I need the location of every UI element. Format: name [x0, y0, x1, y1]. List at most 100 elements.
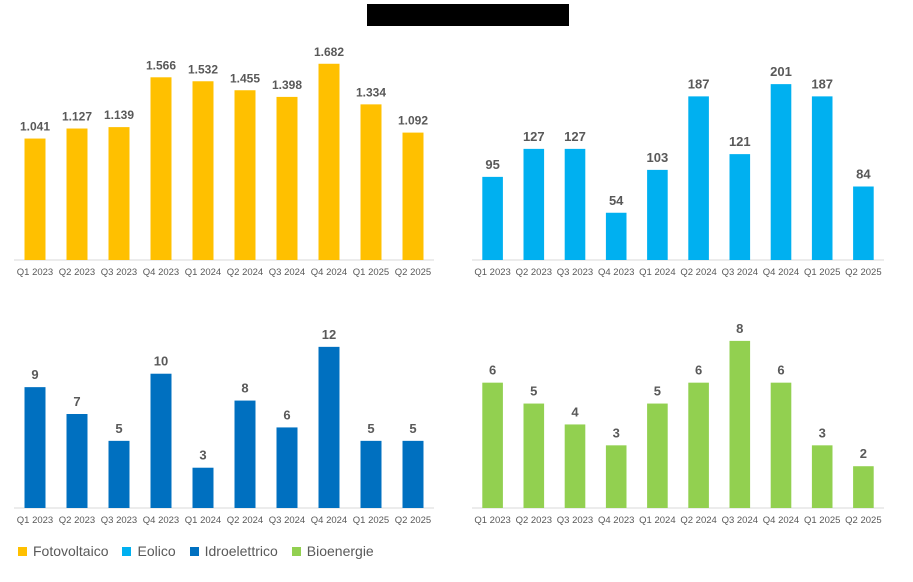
legend-item-eolico: Eolico [122, 543, 176, 559]
bar [729, 340, 751, 508]
data-label: 187 [688, 76, 710, 91]
x-tick-label: Q3 2023 [101, 515, 137, 526]
x-tick-label: Q4 2024 [311, 515, 347, 526]
data-label: 4 [571, 404, 579, 419]
x-tick-label: Q2 2023 [516, 267, 552, 278]
data-label: 6 [283, 407, 290, 422]
x-tick-label: Q3 2024 [722, 515, 758, 526]
bar [66, 128, 88, 260]
x-tick-label: Q4 2023 [598, 515, 634, 526]
bar [770, 84, 792, 260]
bar [482, 176, 503, 260]
bar [276, 96, 298, 261]
data-label: 121 [729, 134, 751, 149]
bar [729, 154, 751, 260]
x-tick-label: Q3 2023 [101, 267, 137, 278]
legend-swatch-idroelettrico [189, 546, 199, 556]
x-tick-label: Q1 2023 [17, 515, 53, 526]
x-tick-label: Q3 2023 [557, 515, 593, 526]
data-label: 7 [73, 394, 80, 409]
data-label: 187 [811, 76, 833, 91]
redacted-title-bar [367, 4, 569, 26]
bar [24, 138, 46, 260]
data-label: 1.334 [356, 85, 386, 99]
bar [564, 424, 586, 508]
x-tick-label: Q1 2023 [17, 267, 53, 278]
legend: Fotovoltaico Eolico Idroelettrico Bioene… [18, 541, 374, 561]
bar [482, 382, 503, 508]
legend-swatch-eolico [122, 546, 132, 556]
bar [605, 212, 627, 260]
x-tick-label: Q4 2024 [763, 267, 799, 278]
x-tick-label: Q3 2023 [557, 267, 593, 278]
legend-item-fotovoltaico: Fotovoltaico [18, 543, 108, 559]
x-tick-label: Q2 2024 [680, 267, 716, 278]
data-label: 5 [654, 384, 661, 399]
idroelettrico-chart: 9 Q1 2023 7 Q2 2023 5 Q3 2023 10 Q4 2023 3 Q1 202… [14, 290, 434, 530]
x-tick-label: Q1 2025 [804, 267, 840, 278]
legend-label-bioenergie: Bioenergie [306, 543, 374, 559]
bioenergie-chart: 6 Q1 2023 5 Q2 2023 4 Q3 2023 3 Q4 2023 5 Q1 2024… [472, 290, 884, 530]
data-label: 54 [609, 193, 624, 208]
data-label: 5 [409, 421, 416, 436]
data-label: 1.139 [104, 108, 134, 122]
x-tick-label: Q1 2025 [353, 267, 389, 278]
data-label: 1.455 [230, 71, 260, 85]
legend-label-idroelettrico: Idroelettrico [204, 543, 278, 559]
data-label: 5 [115, 421, 122, 436]
data-label: 5 [367, 421, 374, 436]
legend-label-eolico: Eolico [137, 543, 176, 559]
bar [192, 81, 214, 260]
data-label: 12 [322, 327, 336, 342]
bar [811, 96, 833, 260]
x-tick-label: Q2 2025 [395, 267, 431, 278]
bar [564, 148, 586, 260]
bar [402, 440, 424, 508]
bar [853, 186, 874, 260]
data-label: 3 [613, 425, 620, 440]
bar [66, 414, 88, 508]
legend-item-idroelettrico: Idroelettrico [189, 543, 278, 559]
data-label: 1.092 [398, 114, 428, 128]
fotovoltaico-chart: 1.041 Q1 2023 1.127 Q2 2023 1.139 Q3 2023 1.56… [14, 20, 434, 282]
data-label: 1.532 [188, 62, 218, 76]
bar [770, 382, 792, 508]
chart-svg-bioenergie: 6 Q1 2023 5 Q2 2023 4 Q3 2023 3 Q4 2023 5 Q1 2024… [472, 321, 884, 526]
x-tick-label: Q3 2024 [269, 515, 305, 526]
data-label: 1.041 [20, 120, 50, 134]
bar [523, 403, 545, 508]
data-label: 1.398 [272, 78, 302, 92]
data-label: 1.682 [314, 45, 344, 59]
bar [150, 373, 172, 508]
data-label: 95 [485, 157, 499, 172]
data-label: 2 [860, 446, 867, 461]
bar [24, 387, 46, 508]
x-tick-label: Q1 2024 [639, 267, 675, 278]
x-tick-label: Q1 2024 [185, 515, 221, 526]
x-tick-label: Q2 2025 [845, 515, 881, 526]
x-tick-label: Q1 2024 [639, 515, 675, 526]
bar [234, 90, 256, 260]
data-label: 1.127 [62, 110, 92, 124]
x-tick-label: Q1 2023 [474, 515, 510, 526]
bar [647, 403, 668, 508]
bar [688, 382, 709, 508]
x-tick-label: Q1 2025 [804, 515, 840, 526]
bar [360, 440, 382, 508]
legend-label-fotovoltaico: Fotovoltaico [33, 543, 109, 559]
chart-svg-idroelettrico: 9 Q1 2023 7 Q2 2023 5 Q3 2023 10 Q4 2023 3 Q1 202… [14, 327, 434, 526]
chart-svg-fotovoltaico: 1.041 Q1 2023 1.127 Q2 2023 1.139 Q3 2023 1.56… [14, 45, 434, 278]
data-label: 9 [31, 367, 38, 382]
bar [276, 427, 298, 508]
data-label: 84 [856, 167, 871, 182]
x-tick-label: Q4 2023 [598, 267, 634, 278]
data-label: 127 [564, 129, 586, 144]
bar [811, 445, 833, 508]
bar [192, 467, 214, 508]
x-tick-label: Q2 2023 [516, 515, 552, 526]
bar [402, 132, 424, 260]
x-tick-label: Q1 2025 [353, 515, 389, 526]
bar [853, 466, 874, 508]
x-tick-label: Q4 2023 [143, 267, 179, 278]
bar [318, 346, 340, 508]
